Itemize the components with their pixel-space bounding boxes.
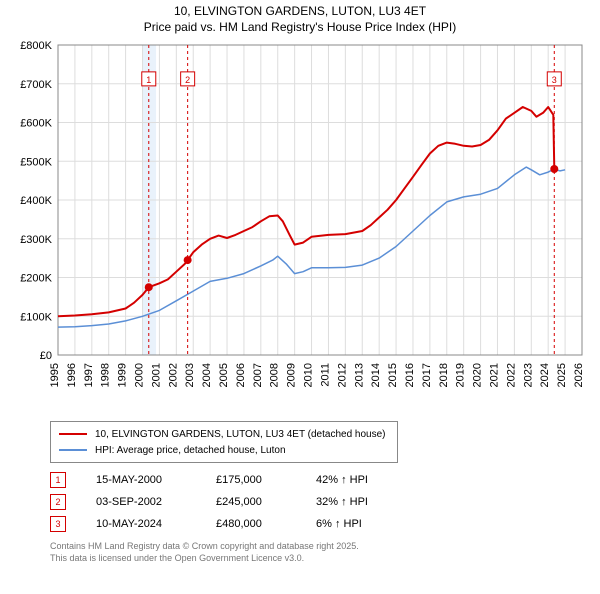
svg-text:£600K: £600K [20,118,52,130]
svg-text:2001: 2001 [150,363,162,387]
svg-text:£700K: £700K [20,79,52,91]
svg-text:2010: 2010 [303,363,315,387]
svg-text:1996: 1996 [66,363,78,387]
legend-label-subject: 10, ELVINGTON GARDENS, LUTON, LU3 4ET (d… [95,429,386,440]
line-chart-svg: £0 £100K £200K £300K £400K £500K £600K £700K £80… [10,35,590,415]
sale-diff: 42% ↑ HPI [316,474,416,486]
svg-text:2000: 2000 [134,363,146,387]
svg-text:£400K: £400K [20,195,52,207]
svg-text:2024: 2024 [539,363,551,387]
svg-text:2019: 2019 [455,363,467,387]
svg-text:1995: 1995 [49,363,61,387]
title-line1: 10, ELVINGTON GARDENS, LUTON, LU3 4ET [174,4,426,18]
svg-text:2025: 2025 [556,363,568,387]
sale-price: £480,000 [216,518,316,530]
sale-price: £175,000 [216,474,316,486]
svg-text:£0: £0 [40,350,52,362]
legend-swatch-hpi [59,449,87,451]
svg-text:2007: 2007 [252,363,264,387]
svg-text:£200K: £200K [20,273,52,285]
svg-text:2005: 2005 [218,363,230,387]
chart-area: £0 £100K £200K £300K £400K £500K £600K £700K £80… [10,35,590,415]
svg-text:2016: 2016 [404,363,416,387]
svg-text:2003: 2003 [184,363,196,387]
svg-text:1999: 1999 [117,363,129,387]
footer-line2: This data is licensed under the Open Gov… [50,553,304,563]
svg-text:2012: 2012 [336,363,348,387]
footer: Contains HM Land Registry data © Crown c… [50,541,580,564]
sale-marker: 3 [50,516,66,532]
svg-text:2023: 2023 [522,363,534,387]
svg-text:£100K: £100K [20,311,52,323]
svg-text:2011: 2011 [319,363,331,387]
svg-text:£300K: £300K [20,234,52,246]
svg-text:2026: 2026 [573,363,585,387]
svg-text:2018: 2018 [438,363,450,387]
svg-text:£800K: £800K [20,40,52,52]
svg-text:£500K: £500K [20,156,52,168]
sale-diff: 32% ↑ HPI [316,496,416,508]
title-line2: Price paid vs. HM Land Registry's House … [144,20,456,34]
svg-text:1997: 1997 [83,363,95,387]
svg-text:2: 2 [185,75,190,85]
svg-text:2002: 2002 [167,363,179,387]
svg-text:2017: 2017 [421,363,433,387]
legend-label-hpi: HPI: Average price, detached house, Luto… [95,445,286,456]
legend-swatch-subject [59,433,87,435]
footer-line1: Contains HM Land Registry data © Crown c… [50,541,359,551]
svg-text:2013: 2013 [353,363,365,387]
legend-row-hpi: HPI: Average price, detached house, Luto… [59,442,389,458]
legend-row-subject: 10, ELVINGTON GARDENS, LUTON, LU3 4ET (d… [59,426,389,442]
sale-date: 15-MAY-2000 [96,474,216,486]
sale-row: 1 15-MAY-2000£175,00042% ↑ HPI [50,469,580,491]
svg-text:2020: 2020 [472,363,484,387]
sales-table: 1 15-MAY-2000£175,00042% ↑ HPI 2 03-SEP-200… [50,469,580,535]
sale-price: £245,000 [216,496,316,508]
svg-text:2006: 2006 [235,363,247,387]
chart-title: 10, ELVINGTON GARDENS, LUTON, LU3 4ET Pr… [0,4,600,35]
svg-text:2009: 2009 [286,363,298,387]
svg-text:2015: 2015 [387,363,399,387]
legend: 10, ELVINGTON GARDENS, LUTON, LU3 4ET (d… [50,421,398,463]
sale-row: 3 10-MAY-2024£480,0006% ↑ HPI [50,513,580,535]
sale-diff: 6% ↑ HPI [316,518,416,530]
svg-text:1998: 1998 [100,363,112,387]
svg-text:2004: 2004 [201,363,213,387]
svg-text:2014: 2014 [370,363,382,387]
svg-text:2008: 2008 [269,363,281,387]
svg-text:1: 1 [146,75,151,85]
sale-date: 10-MAY-2024 [96,518,216,530]
svg-text:2022: 2022 [505,363,517,387]
svg-text:3: 3 [552,75,557,85]
sale-marker: 1 [50,472,66,488]
sale-date: 03-SEP-2002 [96,496,216,508]
sale-marker: 2 [50,494,66,510]
sale-row: 2 03-SEP-2002£245,00032% ↑ HPI [50,491,580,513]
svg-text:2021: 2021 [488,363,500,387]
